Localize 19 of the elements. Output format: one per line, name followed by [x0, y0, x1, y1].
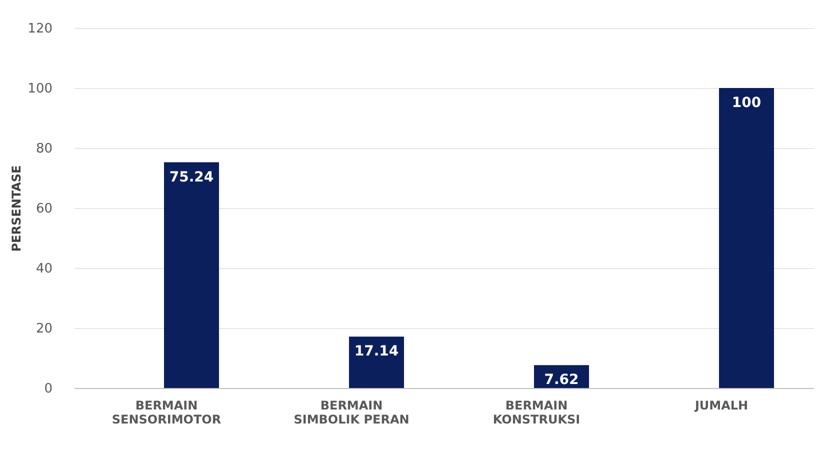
data-label: 75.24 — [169, 169, 214, 186]
x-tick-label: BERMAIN SIMBOLIK PERAN — [294, 398, 410, 426]
data-label: 7.62 — [544, 372, 579, 388]
data-label: 17.14 — [354, 344, 399, 360]
x-tick-label: BERMAIN KONSTRUKSI — [492, 398, 580, 426]
data-label: 100 — [732, 95, 762, 111]
y-tick-label: 60 — [36, 202, 52, 216]
y-tick-label: 0 — [44, 382, 52, 396]
bar — [719, 88, 774, 388]
x-tick-label: JUMALH — [694, 398, 748, 412]
x-tick-label: BERMAIN SENSORIMOTOR — [112, 398, 222, 426]
y-tick-label: 20 — [36, 322, 52, 336]
y-axis-title: PERSENTASE — [10, 165, 24, 252]
bar — [164, 162, 219, 388]
y-tick-label: 100 — [28, 82, 52, 96]
bar — [349, 336, 404, 388]
y-tick-label: 80 — [36, 142, 52, 156]
y-tick-label: 120 — [28, 22, 52, 36]
y-tick-label: 40 — [36, 262, 52, 276]
